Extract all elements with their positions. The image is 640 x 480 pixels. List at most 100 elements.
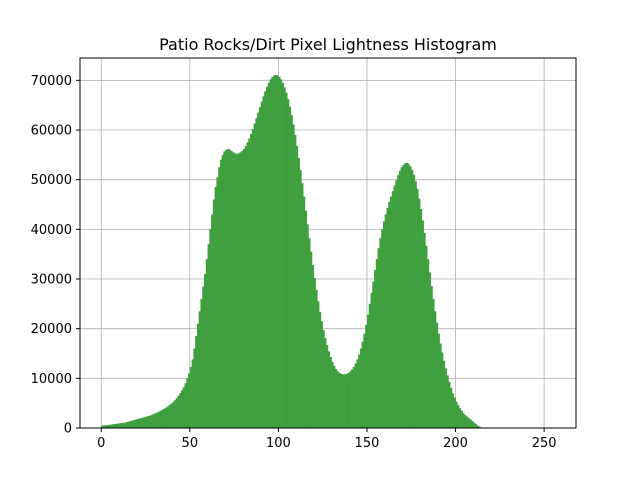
histogram-bar [168,405,171,428]
histogram-bar [466,416,469,428]
histogram-bar [214,187,217,428]
histogram-bar [395,180,398,428]
histogram-bar [219,159,222,429]
histogram-bar [262,96,265,428]
histogram-bar [161,409,164,428]
histogram-bar [251,129,254,428]
histogram-bar [439,343,442,428]
y-tick-label: 50000 [31,173,72,188]
histogram-bar [129,421,132,428]
histogram-bar [142,417,145,428]
histogram-bar [294,134,297,428]
histogram-bar [473,422,476,428]
histogram-bar [186,378,189,428]
histogram-bar [328,351,331,428]
histogram-bar [402,164,405,429]
histogram-bar [476,425,479,428]
histogram-bar [370,292,373,428]
histogram-bar [351,369,354,428]
histogram-bar [358,354,361,428]
histogram-bar [377,248,380,428]
histogram-bar [221,154,224,428]
histogram-bar [457,405,460,428]
histogram-bar [363,333,366,428]
histogram-bar [150,414,153,428]
histogram-bar [127,421,130,428]
histogram-bar [400,167,403,428]
histogram-bar [390,196,393,428]
histogram-bar [352,366,355,428]
histogram-bar [407,163,410,429]
histogram-bar [281,82,284,428]
histogram-bar [405,162,408,429]
histogram-bar [255,118,258,428]
histogram-bar [157,411,160,428]
histogram-bar [467,418,470,428]
histogram-bar [250,133,253,428]
histogram-bar [459,408,462,428]
histogram-bar [304,210,307,428]
histogram-bar [140,418,143,428]
histogram-bar [264,91,267,428]
histogram-bar [189,366,192,428]
histogram-bar [434,311,437,428]
histogram-bar [427,259,430,428]
histogram-bar [156,412,159,428]
histogram-bar [216,177,219,428]
histogram-bar [391,191,394,428]
histogram-bar [133,420,136,428]
x-tick-label: 200 [443,436,468,451]
histogram-bar [159,410,162,428]
histogram-bar [354,363,357,428]
histogram-bar [225,149,228,428]
histogram-bar [177,395,180,428]
histogram-bar [384,214,387,428]
histogram-bar [317,301,320,428]
histogram-bar [448,381,451,428]
histogram-bar [423,232,426,428]
histogram-bar [269,79,272,428]
histogram-bar [103,425,106,428]
histogram-bar [152,414,155,428]
histogram-bar [173,400,176,428]
histogram-bar [444,368,447,428]
histogram-bar [223,151,226,428]
histogram-bar [283,87,286,429]
x-tick-label: 250 [532,436,557,451]
histogram-bar [258,107,261,428]
histogram-bar [253,123,256,429]
histogram-bar [204,274,207,428]
histogram-bar [478,426,481,428]
histogram-bar [292,124,295,428]
histogram-bar [386,207,389,428]
histogram-bar [306,224,309,428]
y-tick-label: 40000 [31,223,72,238]
histogram-bar [260,101,263,428]
histogram-bar [452,393,455,428]
histogram-bar [115,423,118,428]
histogram-bar [345,373,348,428]
histogram-bar [432,298,435,428]
histogram-bar [436,322,439,428]
histogram-bar [242,148,245,428]
chart-title: Patio Rocks/Dirt Pixel Lightness Histogr… [159,35,497,54]
histogram-bar [340,373,343,428]
y-tick-label: 0 [64,422,72,437]
histogram-bar [234,153,237,428]
histogram-bar [241,150,244,428]
histogram-bar [324,338,327,428]
histogram-bar [326,345,329,428]
histogram-bar [230,150,233,428]
histogram-bar [430,285,433,428]
histogram-bar [359,348,362,428]
histogram-bar [246,142,249,428]
histogram-bar [462,413,465,428]
histogram-bar [446,375,449,428]
histogram-bar [154,413,157,428]
histogram-bar [413,174,416,428]
histogram-bar [101,425,104,428]
histogram-bar [188,373,191,428]
histogram-bar [118,423,121,428]
histogram-bar [310,251,313,428]
